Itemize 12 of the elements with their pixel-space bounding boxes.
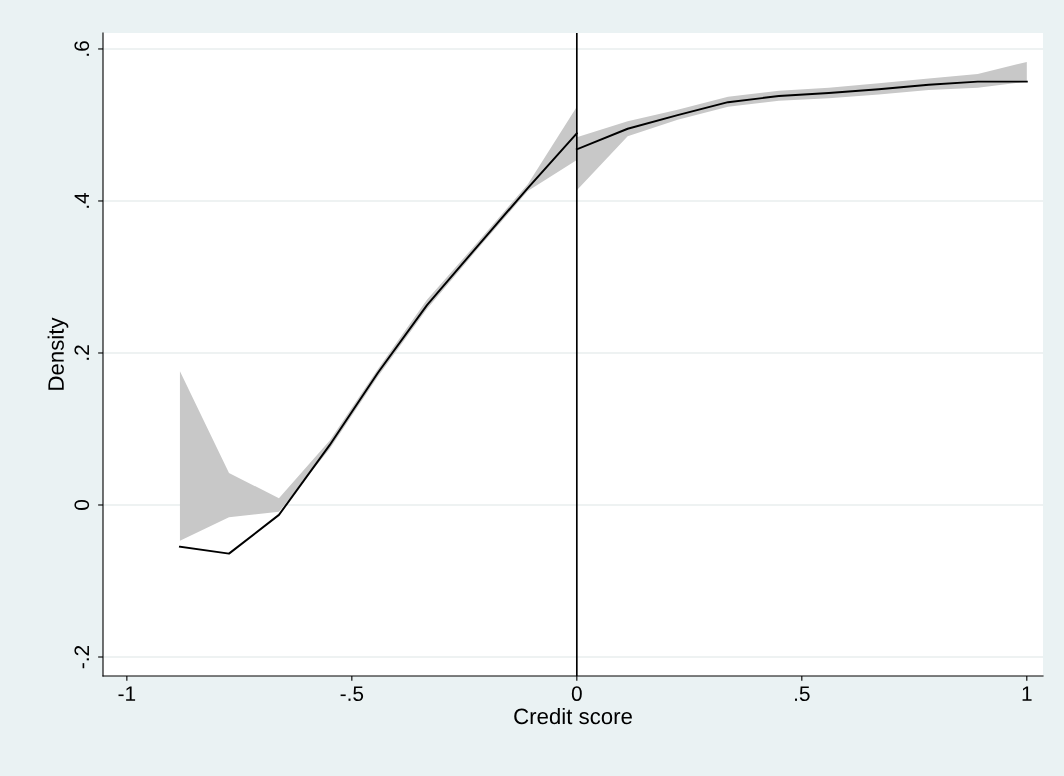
x-tick-label: .5 [795,686,810,702]
y-tick-label: .2 [74,345,89,360]
x-tick-label: 0 [571,686,582,702]
y-tick-label: 0 [74,500,90,510]
x-tick-label: -.5 [340,686,364,702]
y-tick-label: .6 [74,41,90,56]
x-axis-title: Credit score [514,707,632,725]
y-tick-label: .4 [74,192,89,208]
x-tick-label: 1 [1022,686,1032,701]
x-tick-label: -1 [118,686,136,701]
y-tick-label: -.2 [74,645,89,669]
y-axis-title: Density [47,317,69,390]
